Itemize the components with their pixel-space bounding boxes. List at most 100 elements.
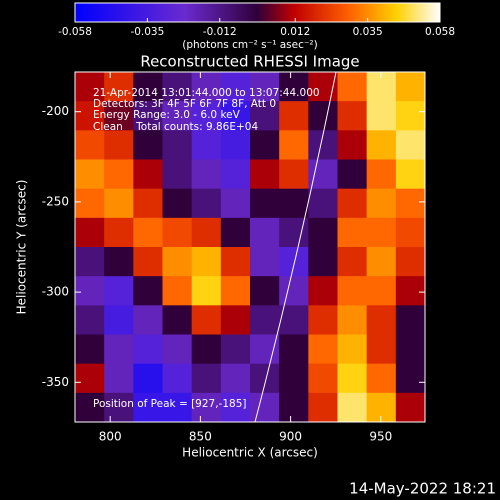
heatmap-cell: [279, 392, 309, 422]
heatmap-cell: [366, 217, 397, 248]
heatmap-cell: [366, 363, 397, 394]
heatmap-cell: [250, 392, 280, 422]
heatmap-cell: [395, 363, 425, 394]
colorbar-tick-label: -0.058: [58, 26, 92, 38]
heatmap-cell: [337, 247, 368, 277]
heatmap-cell: [75, 159, 105, 190]
heatmap-cell: [220, 159, 251, 190]
heatmap-cell: [366, 72, 397, 102]
heatmap-cell: [366, 247, 397, 277]
heatmap-cell: [133, 101, 163, 131]
heatmap-cell: [250, 72, 280, 102]
heatmap-cell: [308, 305, 338, 335]
heatmap-cell: [75, 188, 105, 219]
heatmap-cell: [191, 276, 222, 306]
heatmap-cell: [162, 334, 193, 365]
colorbar-tick-label: -0.035: [130, 26, 164, 38]
chart-title: Reconstructed RHESSI Image: [140, 53, 359, 71]
heatmap-cell: [75, 392, 105, 422]
heatmap-cell: [191, 217, 222, 248]
colorbar-label: (photons cm⁻² s⁻¹ asec⁻²): [182, 39, 317, 51]
heatmap-cell: [337, 276, 368, 306]
x-axis-label: Heliocentric X (arcsec): [182, 446, 318, 460]
heatmap-cell: [337, 334, 368, 365]
heatmap-cell: [395, 217, 425, 248]
heatmap-cell: [104, 305, 134, 335]
annotation: Energy Range: 3.0 - 6.0 keV: [93, 109, 241, 121]
heatmap-cell: [337, 188, 368, 219]
x-tick-label: 950: [369, 430, 392, 444]
heatmap-cell: [250, 276, 280, 306]
heatmap-cell: [162, 305, 193, 335]
heatmap-cell: [75, 363, 105, 394]
heatmap-cell: [162, 363, 193, 394]
heatmap-cell: [250, 247, 280, 277]
heatmap-cell: [220, 72, 251, 102]
heatmap-cell: [104, 334, 134, 365]
heatmap-cell: [162, 188, 193, 219]
heatmap-cell: [366, 101, 397, 131]
heatmap-cell: [133, 72, 163, 102]
heatmap-cell: [366, 334, 397, 365]
heatmap-cell: [220, 276, 251, 306]
heatmap-cell: [75, 130, 105, 160]
x-tick-label: 900: [279, 430, 302, 444]
heatmap-cell: [250, 130, 280, 160]
heatmap-cell: [133, 188, 163, 219]
heatmap-cell: [250, 363, 280, 394]
heatmap-cell: [308, 101, 338, 131]
heatmap-cell: [395, 72, 425, 102]
heatmap-cell: [308, 392, 338, 422]
heatmap-cell: [395, 188, 425, 219]
colorbar-tick-label: -0.012: [203, 26, 237, 38]
heatmap-cell: [337, 392, 368, 422]
heatmap-cell: [220, 334, 251, 365]
annotation: 21-Apr-2014 13:01:44.000 to 13:07:44.000: [93, 87, 320, 99]
x-tick-label: 800: [99, 430, 122, 444]
heatmap-cell: [395, 159, 425, 190]
heatmap-cell: [75, 101, 105, 131]
heatmap-cell: [191, 130, 222, 160]
heatmap-cell: [279, 130, 309, 160]
solar-limb: [254, 72, 337, 422]
heatmap-cell: [250, 159, 280, 190]
heatmap-cell: [133, 130, 163, 160]
heatmap-cell: [395, 334, 425, 365]
heatmap-cell: [162, 217, 193, 248]
heatmap-cell: [308, 276, 338, 306]
heatmap-cell: [279, 72, 309, 102]
heatmap-cell: [191, 188, 222, 219]
heatmap-cell: [104, 247, 134, 277]
heatmap-cell: [250, 305, 280, 335]
heatmap-cell: [337, 363, 368, 394]
heatmap-cell: [220, 217, 251, 248]
heatmap-cell: [191, 363, 222, 394]
heatmap-cell: [279, 363, 309, 394]
heatmap-cell: [104, 101, 134, 131]
heatmap-cell: [191, 334, 222, 365]
heatmap-cell: [162, 276, 193, 306]
heatmap-cell: [250, 188, 280, 219]
y-tick-label: -350: [42, 375, 69, 389]
heatmap-cell: [308, 188, 338, 219]
y-tick-label: -300: [42, 285, 69, 299]
heatmap-cell: [191, 101, 222, 131]
heatmap-cell: [75, 217, 105, 248]
heatmap-cell: [337, 101, 368, 131]
colorbar-tick-label: 0.035: [353, 26, 383, 38]
heatmap-cell: [162, 130, 193, 160]
heatmap-cell: [75, 276, 105, 306]
heatmap-cell: [279, 276, 309, 306]
heatmap-cell: [395, 101, 425, 131]
heatmap-cell: [104, 130, 134, 160]
heatmap-cell: [308, 217, 338, 248]
heatmap-cell: [337, 305, 368, 335]
heatmap-cell: [220, 247, 251, 277]
heatmap-cell: [395, 392, 425, 422]
y-axis-label: Heliocentric Y (arcsec): [15, 180, 29, 315]
heatmap-cell: [395, 276, 425, 306]
heatmap-cell: [366, 276, 397, 306]
heatmap-cell: [366, 159, 397, 190]
heatmap-cell: [104, 363, 134, 394]
heatmap-cell: [279, 247, 309, 277]
